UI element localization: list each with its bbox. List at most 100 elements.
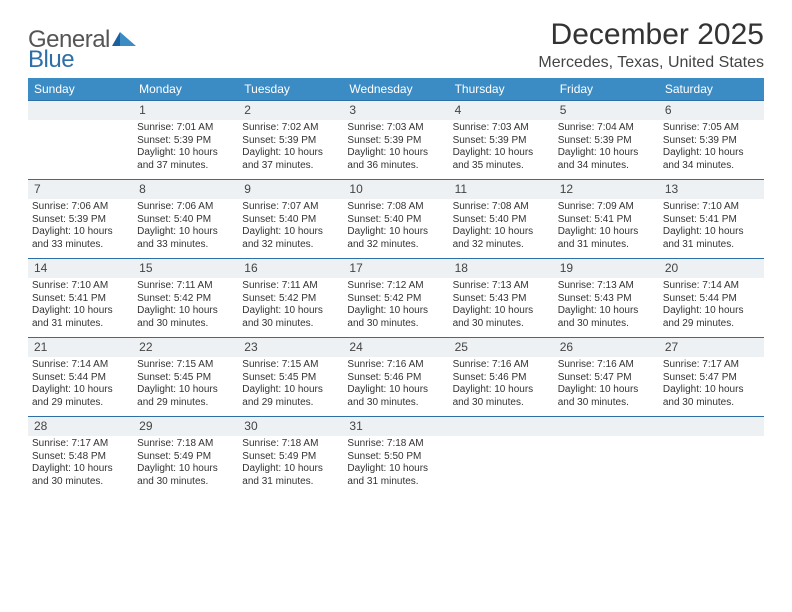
week-row: 1Sunrise: 7:01 AMSunset: 5:39 PMDaylight… (28, 100, 764, 179)
sunrise-line: Sunrise: 7:14 AM (32, 359, 129, 372)
day-number: 26 (554, 338, 659, 357)
day-number: 13 (659, 180, 764, 199)
sunset-line: Sunset: 5:39 PM (558, 135, 655, 148)
daylight-line: Daylight: 10 hours and 32 minutes. (242, 226, 339, 251)
day-cell-23: 23Sunrise: 7:15 AMSunset: 5:45 PMDayligh… (238, 338, 343, 416)
day-number: 17 (343, 259, 448, 278)
day-body: Sunrise: 7:03 AMSunset: 5:39 PMDaylight:… (343, 120, 448, 176)
day-body: Sunrise: 7:10 AMSunset: 5:41 PMDaylight:… (28, 278, 133, 334)
sunset-line: Sunset: 5:41 PM (32, 293, 129, 306)
location: Mercedes, Texas, United States (538, 54, 764, 72)
daylight-line: Daylight: 10 hours and 29 minutes. (663, 305, 760, 330)
week-row: 28Sunrise: 7:17 AMSunset: 5:48 PMDayligh… (28, 416, 764, 495)
sunrise-line: Sunrise: 7:05 AM (663, 122, 760, 135)
day-number: 23 (238, 338, 343, 357)
day-cell-24: 24Sunrise: 7:16 AMSunset: 5:46 PMDayligh… (343, 338, 448, 416)
day-cell-21: 21Sunrise: 7:14 AMSunset: 5:44 PMDayligh… (28, 338, 133, 416)
day-cell-empty (554, 417, 659, 495)
sunrise-line: Sunrise: 7:08 AM (347, 201, 444, 214)
day-cell-30: 30Sunrise: 7:18 AMSunset: 5:49 PMDayligh… (238, 417, 343, 495)
sunrise-line: Sunrise: 7:12 AM (347, 280, 444, 293)
day-body: Sunrise: 7:16 AMSunset: 5:47 PMDaylight:… (554, 357, 659, 413)
weekday-tuesday: Tuesday (238, 78, 343, 100)
daylight-line: Daylight: 10 hours and 32 minutes. (347, 226, 444, 251)
sunset-line: Sunset: 5:42 PM (137, 293, 234, 306)
day-cell-3: 3Sunrise: 7:03 AMSunset: 5:39 PMDaylight… (343, 101, 448, 179)
day-cell-18: 18Sunrise: 7:13 AMSunset: 5:43 PMDayligh… (449, 259, 554, 337)
sunrise-line: Sunrise: 7:14 AM (663, 280, 760, 293)
day-cell-11: 11Sunrise: 7:08 AMSunset: 5:40 PMDayligh… (449, 180, 554, 258)
day-cell-29: 29Sunrise: 7:18 AMSunset: 5:49 PMDayligh… (133, 417, 238, 495)
sunrise-line: Sunrise: 7:13 AM (558, 280, 655, 293)
weekday-wednesday: Wednesday (343, 78, 448, 100)
sunrise-line: Sunrise: 7:10 AM (663, 201, 760, 214)
daylight-line: Daylight: 10 hours and 37 minutes. (242, 147, 339, 172)
sunset-line: Sunset: 5:39 PM (347, 135, 444, 148)
daylight-line: Daylight: 10 hours and 31 minutes. (558, 226, 655, 251)
day-number: 31 (343, 417, 448, 436)
daylight-line: Daylight: 10 hours and 30 minutes. (663, 384, 760, 409)
daylight-line: Daylight: 10 hours and 30 minutes. (242, 305, 339, 330)
sunset-line: Sunset: 5:42 PM (242, 293, 339, 306)
day-number: 16 (238, 259, 343, 278)
sunrise-line: Sunrise: 7:06 AM (137, 201, 234, 214)
daylight-line: Daylight: 10 hours and 33 minutes. (32, 226, 129, 251)
sunrise-line: Sunrise: 7:08 AM (453, 201, 550, 214)
day-body: Sunrise: 7:12 AMSunset: 5:42 PMDaylight:… (343, 278, 448, 334)
day-number (449, 417, 554, 436)
sunset-line: Sunset: 5:42 PM (347, 293, 444, 306)
sunset-line: Sunset: 5:43 PM (558, 293, 655, 306)
day-cell-19: 19 Sunrise: 7:13 AMSunset: 5:43 PMDayligh… (554, 259, 659, 337)
calendar-page: General December 2025 Mercedes, Texas, U… (0, 0, 792, 612)
day-cell-9: 9Sunrise: 7:07 AMSunset: 5:40 PMDaylight… (238, 180, 343, 258)
sunset-line: Sunset: 5:39 PM (32, 214, 129, 227)
day-body: Sunrise: 7:08 AMSunset: 5:40 PMDaylight:… (449, 199, 554, 255)
sunset-line: Sunset: 5:47 PM (558, 372, 655, 385)
daylight-line: Daylight: 10 hours and 36 minutes. (347, 147, 444, 172)
sunset-line: Sunset: 5:48 PM (32, 451, 129, 464)
daylight-line: Daylight: 10 hours and 29 minutes. (242, 384, 339, 409)
weeks-container: 1Sunrise: 7:01 AMSunset: 5:39 PMDaylight… (28, 100, 764, 495)
day-number: 22 (133, 338, 238, 357)
day-body: Sunrise: 7:08 AMSunset: 5:40 PMDaylight:… (343, 199, 448, 255)
daylight-line: Daylight: 10 hours and 32 minutes. (453, 226, 550, 251)
day-body: Sunrise: 7:16 AMSunset: 5:46 PMDaylight:… (343, 357, 448, 413)
day-number: 11 (449, 180, 554, 199)
sunset-line: Sunset: 5:41 PM (663, 214, 760, 227)
daylight-line: Daylight: 10 hours and 30 minutes. (558, 305, 655, 330)
weekday-thursday: Thursday (449, 78, 554, 100)
daylight-line: Daylight: 10 hours and 34 minutes. (558, 147, 655, 172)
day-body: Sunrise: 7:14 AMSunset: 5:44 PMDaylight:… (28, 357, 133, 413)
day-cell-empty (28, 101, 133, 179)
weekday-saturday: Saturday (659, 78, 764, 100)
day-number: 19 (554, 259, 659, 278)
sunset-line: Sunset: 5:41 PM (558, 214, 655, 227)
day-body: Sunrise: 7:17 AMSunset: 5:48 PMDaylight:… (28, 436, 133, 492)
logo-word-blue: Blue (28, 46, 74, 73)
day-body: Sunrise: 7:02 AMSunset: 5:39 PMDaylight:… (238, 120, 343, 176)
day-cell-4: 4Sunrise: 7:03 AMSunset: 5:39 PMDaylight… (449, 101, 554, 179)
daylight-line: Daylight: 10 hours and 30 minutes. (347, 305, 444, 330)
daylight-line: Daylight: 10 hours and 30 minutes. (453, 384, 550, 409)
sunset-line: Sunset: 5:47 PM (663, 372, 760, 385)
month-title: December 2025 (538, 18, 764, 52)
day-number: 24 (343, 338, 448, 357)
day-body: Sunrise: 7:15 AMSunset: 5:45 PMDaylight:… (238, 357, 343, 413)
day-number: 7 (28, 180, 133, 199)
sunset-line: Sunset: 5:45 PM (137, 372, 234, 385)
day-body: Sunrise: 7:16 AMSunset: 5:46 PMDaylight:… (449, 357, 554, 413)
day-body: Sunrise: 7:10 AMSunset: 5:41 PMDaylight:… (659, 199, 764, 255)
sunrise-line: Sunrise: 7:02 AM (242, 122, 339, 135)
title-block: December 2025 Mercedes, Texas, United St… (538, 18, 764, 72)
weekday-header-row: SundayMondayTuesdayWednesdayThursdayFrid… (28, 78, 764, 100)
day-number: 25 (449, 338, 554, 357)
day-cell-10: 10Sunrise: 7:08 AMSunset: 5:40 PMDayligh… (343, 180, 448, 258)
sunrise-line: Sunrise: 7:18 AM (347, 438, 444, 451)
day-cell-17: 17Sunrise: 7:12 AMSunset: 5:42 PMDayligh… (343, 259, 448, 337)
sunrise-line: Sunrise: 7:18 AM (242, 438, 339, 451)
daylight-line: Daylight: 10 hours and 34 minutes. (663, 147, 760, 172)
day-cell-26: 26Sunrise: 7:16 AMSunset: 5:47 PMDayligh… (554, 338, 659, 416)
daylight-line: Daylight: 10 hours and 30 minutes. (32, 463, 129, 488)
day-body: Sunrise: 7:15 AMSunset: 5:45 PMDaylight:… (133, 357, 238, 413)
day-number: 15 (133, 259, 238, 278)
